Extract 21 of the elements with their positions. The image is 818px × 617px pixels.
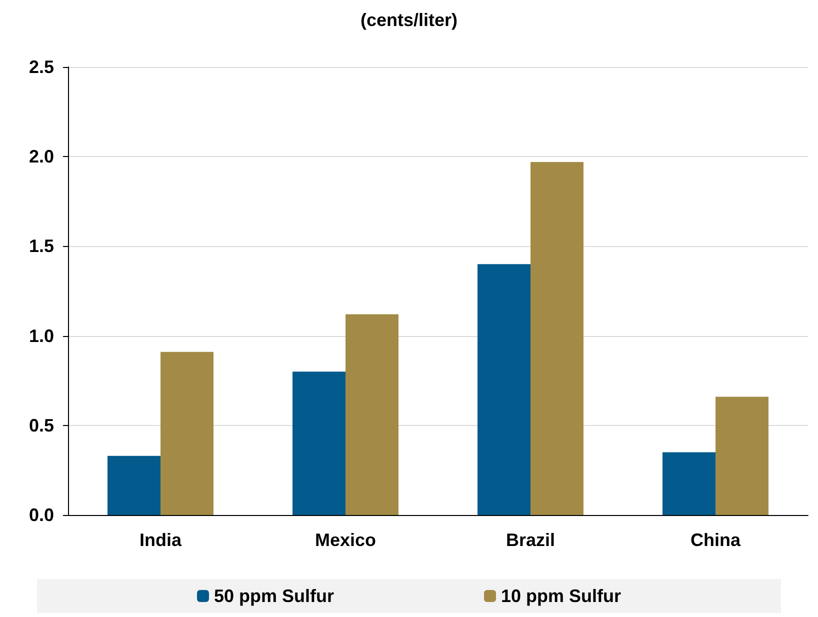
bar bbox=[292, 372, 346, 515]
x-tick-label: India bbox=[139, 530, 182, 550]
bar bbox=[716, 396, 768, 515]
bar bbox=[662, 452, 716, 515]
x-tick-label: China bbox=[690, 530, 742, 550]
x-tick-label: Mexico bbox=[314, 530, 376, 550]
bar bbox=[530, 162, 584, 515]
chart-title: (cents/liter) bbox=[360, 10, 458, 30]
legend-label: 50 ppm Sulfur bbox=[214, 586, 334, 606]
legend-label: 10 ppm Sulfur bbox=[501, 586, 622, 606]
y-tick-label: 1.0 bbox=[28, 326, 54, 346]
y-tick-label: 2.5 bbox=[28, 57, 54, 77]
bar bbox=[478, 264, 530, 515]
bar bbox=[346, 314, 398, 515]
y-tick-label: 1.5 bbox=[28, 236, 54, 256]
bar bbox=[160, 352, 214, 515]
y-tick-label: 2.0 bbox=[28, 146, 54, 167]
x-tick-label: Brazil bbox=[506, 530, 556, 550]
y-tick-label: 0.0 bbox=[28, 505, 54, 525]
y-tick-label: 0.5 bbox=[28, 415, 54, 436]
bar bbox=[108, 456, 160, 515]
